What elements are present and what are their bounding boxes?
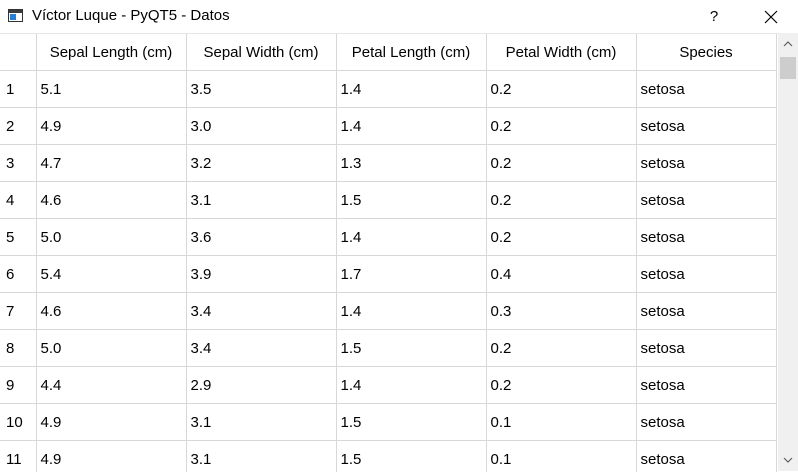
column-header[interactable]: Petal Length (cm) bbox=[336, 34, 486, 71]
table-cell[interactable]: 4.9 bbox=[36, 108, 186, 145]
table-cell[interactable]: 3.6 bbox=[186, 219, 336, 256]
table-cell[interactable]: 0.2 bbox=[486, 145, 636, 182]
column-header[interactable]: Sepal Length (cm) bbox=[36, 34, 186, 71]
table-cell[interactable]: 4.4 bbox=[36, 367, 186, 404]
row-header[interactable]: 2 bbox=[0, 108, 36, 145]
table-cell[interactable]: 1.4 bbox=[336, 219, 486, 256]
table-cell[interactable]: setosa bbox=[636, 441, 776, 472]
table-cell[interactable]: 2.9 bbox=[186, 367, 336, 404]
table-cell[interactable]: setosa bbox=[636, 404, 776, 441]
table-cell[interactable]: setosa bbox=[636, 108, 776, 145]
window-title: Víctor Luque - PyQT5 - Datos bbox=[32, 7, 230, 24]
table-cell[interactable]: 1.3 bbox=[336, 145, 486, 182]
table-cell[interactable]: 0.4 bbox=[486, 256, 636, 293]
table-cell[interactable]: 0.2 bbox=[486, 367, 636, 404]
table-cell[interactable]: 4.7 bbox=[36, 145, 186, 182]
table-cell[interactable]: 3.1 bbox=[186, 182, 336, 219]
table-cell[interactable]: 1.4 bbox=[336, 367, 486, 404]
table-cell[interactable]: 3.5 bbox=[186, 71, 336, 108]
row-header[interactable]: 1 bbox=[0, 71, 36, 108]
scroll-thumb[interactable] bbox=[780, 57, 796, 79]
table-cell[interactable]: 0.2 bbox=[486, 108, 636, 145]
table-cell[interactable]: 1.5 bbox=[336, 330, 486, 367]
row-header[interactable]: 5 bbox=[0, 219, 36, 256]
scroll-down-button[interactable] bbox=[778, 449, 798, 471]
row-header[interactable]: 3 bbox=[0, 145, 36, 182]
row-header[interactable]: 6 bbox=[0, 256, 36, 293]
table-cell[interactable]: 0.2 bbox=[486, 330, 636, 367]
window-app-icon bbox=[8, 9, 23, 22]
table-cell[interactable]: setosa bbox=[636, 293, 776, 330]
table-cell[interactable]: 4.6 bbox=[36, 293, 186, 330]
help-button[interactable]: ? bbox=[694, 0, 734, 33]
table-cell[interactable]: 3.4 bbox=[186, 330, 336, 367]
close-icon bbox=[764, 10, 778, 24]
table-cell[interactable]: 5.4 bbox=[36, 256, 186, 293]
table-cell[interactable]: 3.2 bbox=[186, 145, 336, 182]
row-header[interactable]: 11 bbox=[0, 441, 36, 472]
table-cell[interactable]: 3.0 bbox=[186, 108, 336, 145]
table-cell[interactable]: 1.5 bbox=[336, 441, 486, 472]
table-cell[interactable]: 3.9 bbox=[186, 256, 336, 293]
row-header[interactable]: 10 bbox=[0, 404, 36, 441]
table-header-row: Sepal Length (cm) Sepal Width (cm) Petal… bbox=[0, 34, 776, 71]
table-cell[interactable]: 3.1 bbox=[186, 404, 336, 441]
table-cell[interactable]: 1.4 bbox=[336, 293, 486, 330]
column-header[interactable]: Species bbox=[636, 34, 776, 71]
table-cell[interactable]: 1.5 bbox=[336, 404, 486, 441]
chevron-up-icon bbox=[783, 41, 793, 47]
table-cell[interactable]: 0.3 bbox=[486, 293, 636, 330]
table-cell[interactable]: 0.2 bbox=[486, 182, 636, 219]
table-cell[interactable]: 0.1 bbox=[486, 441, 636, 472]
row-header[interactable]: 7 bbox=[0, 293, 36, 330]
table-cell[interactable]: 1.4 bbox=[336, 108, 486, 145]
table-cell[interactable]: 0.1 bbox=[486, 404, 636, 441]
table-cell[interactable]: setosa bbox=[636, 182, 776, 219]
row-header[interactable]: 8 bbox=[0, 330, 36, 367]
table-cell[interactable]: 1.7 bbox=[336, 256, 486, 293]
table-cell[interactable]: 1.5 bbox=[336, 182, 486, 219]
table-cell[interactable]: setosa bbox=[636, 256, 776, 293]
table-cell[interactable]: 4.9 bbox=[36, 404, 186, 441]
table-cell[interactable]: setosa bbox=[636, 367, 776, 404]
row-header[interactable]: 9 bbox=[0, 367, 36, 404]
close-button[interactable] bbox=[748, 0, 794, 33]
table-cell[interactable]: 4.9 bbox=[36, 441, 186, 472]
corner-cell[interactable] bbox=[0, 34, 36, 71]
table-cell[interactable]: 0.2 bbox=[486, 219, 636, 256]
table-cell[interactable]: setosa bbox=[636, 145, 776, 182]
table-cell[interactable]: 3.1 bbox=[186, 441, 336, 472]
row-header[interactable]: 4 bbox=[0, 182, 36, 219]
table-cell[interactable]: 5.1 bbox=[36, 71, 186, 108]
data-table: Sepal Length (cm) Sepal Width (cm) Petal… bbox=[0, 33, 778, 472]
column-header[interactable]: Sepal Width (cm) bbox=[186, 34, 336, 71]
table-cell[interactable]: 1.4 bbox=[336, 71, 486, 108]
table-cell[interactable]: setosa bbox=[636, 219, 776, 256]
table-cell[interactable]: 4.6 bbox=[36, 182, 186, 219]
table-cell[interactable]: 5.0 bbox=[36, 219, 186, 256]
chevron-down-icon bbox=[783, 457, 793, 463]
table-cell[interactable]: 3.4 bbox=[186, 293, 336, 330]
table-cell[interactable]: setosa bbox=[636, 330, 776, 367]
column-header[interactable]: Petal Width (cm) bbox=[486, 34, 636, 71]
table-cell[interactable]: 0.2 bbox=[486, 71, 636, 108]
table-cell[interactable]: setosa bbox=[636, 71, 776, 108]
vertical-scrollbar[interactable] bbox=[778, 33, 798, 471]
table-cell[interactable]: 5.0 bbox=[36, 330, 186, 367]
title-bar: Víctor Luque - PyQT5 - Datos ? bbox=[0, 0, 798, 33]
scroll-up-button[interactable] bbox=[778, 33, 798, 55]
